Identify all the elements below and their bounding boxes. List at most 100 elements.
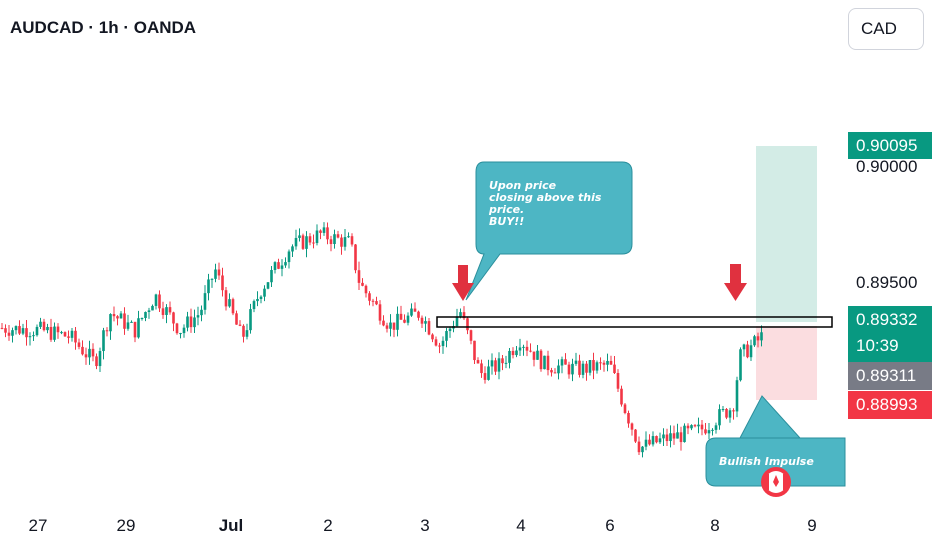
- candle-body: [214, 269, 217, 279]
- candle-body: [728, 410, 732, 418]
- candle-body: [382, 320, 385, 326]
- candle-body: [200, 309, 203, 316]
- candle-body: [98, 351, 102, 367]
- candle-body: [74, 330, 77, 343]
- candle-body: [427, 321, 431, 335]
- candle-body: [301, 235, 305, 249]
- candle-body: [105, 330, 109, 332]
- candle-body: [298, 235, 301, 238]
- candle-body: [91, 348, 95, 357]
- time-tick: 29: [116, 516, 136, 535]
- candle-body: [756, 336, 760, 341]
- candle-body: [627, 413, 630, 424]
- candle-body: [21, 328, 25, 334]
- candle-body: [567, 364, 571, 375]
- candle-body: [693, 425, 697, 427]
- candle-body: [655, 436, 658, 443]
- candle-body: [637, 441, 641, 453]
- candle-body: [690, 425, 693, 429]
- candle-body: [497, 358, 501, 372]
- time-tick: Jul: [218, 516, 244, 535]
- candle-body: [399, 313, 403, 320]
- candle-body: [266, 282, 270, 289]
- candle-body: [189, 316, 193, 328]
- candle-body: [410, 308, 413, 316]
- candle-body: [305, 236, 308, 249]
- candle-body: [322, 227, 326, 233]
- candle-body: [753, 336, 756, 346]
- candle-body: [588, 360, 592, 373]
- candle-body: [112, 314, 116, 317]
- chart-title: AUDCAD · 1h · OANDA: [10, 18, 197, 37]
- currency-button[interactable]: CAD: [848, 8, 924, 50]
- canada-flag-icon: [761, 467, 791, 497]
- candle-body: [109, 314, 112, 332]
- buy-note-line: Upon price: [489, 179, 557, 192]
- candle-body: [406, 315, 410, 323]
- candle-body: [119, 313, 123, 319]
- candle-body: [294, 237, 298, 247]
- candle-body: [280, 265, 284, 269]
- candle-body: [95, 356, 98, 367]
- candle-body: [165, 307, 168, 315]
- candle-body: [378, 304, 382, 321]
- candle-body: [144, 312, 147, 319]
- candle-body: [161, 308, 165, 315]
- candle-body: [357, 270, 361, 283]
- candle-body: [550, 370, 553, 373]
- candle-body: [63, 332, 67, 337]
- candle-body: [672, 433, 676, 439]
- candle-body: [186, 316, 189, 328]
- candle-body: [487, 366, 490, 380]
- candle-body: [662, 434, 665, 439]
- candle-body: [88, 348, 91, 358]
- candle-body: [151, 305, 154, 311]
- candle-body: [137, 318, 140, 338]
- candle-body: [392, 322, 396, 330]
- stop-price-label: 0.88993: [848, 391, 932, 419]
- candle-body: [648, 439, 651, 445]
- candle-body: [326, 227, 329, 240]
- candle-body: [578, 360, 581, 375]
- candle-body: [284, 262, 287, 266]
- candle-body: [308, 236, 312, 243]
- candle-body: [536, 350, 539, 360]
- candle-body: [336, 234, 340, 238]
- candle-body: [634, 429, 637, 442]
- candle-body: [651, 436, 655, 445]
- candle-body: [669, 433, 672, 442]
- candle-body: [371, 300, 375, 302]
- candle-body: [123, 313, 126, 329]
- candle-body: [459, 312, 462, 317]
- candle-body: [511, 350, 515, 356]
- candle-body: [84, 354, 88, 358]
- candle-body: [207, 279, 210, 294]
- candle-body: [315, 230, 319, 244]
- buy-note-line: closing above this: [489, 191, 602, 204]
- candle-body: [476, 360, 480, 364]
- candle-body: [46, 326, 49, 331]
- candle-body: [620, 388, 623, 405]
- candle-body: [49, 326, 53, 340]
- candle-body: [525, 346, 529, 351]
- candle-body: [7, 332, 11, 336]
- candle-body: [263, 288, 266, 297]
- candle-body: [242, 325, 245, 337]
- current-price-value: 0.89332: [856, 310, 918, 329]
- candle-body: [749, 345, 753, 358]
- candle-body: [424, 321, 427, 324]
- candle-body: [77, 342, 81, 347]
- candle-body: [175, 323, 179, 334]
- candle-body: [501, 358, 504, 364]
- candle-body: [158, 294, 161, 309]
- time-tick: 4: [516, 516, 526, 535]
- buy-note-text: Upon price closing above this price. BUY…: [489, 180, 601, 228]
- candle-body: [375, 301, 378, 305]
- candle-body: [585, 363, 588, 373]
- candle-body: [396, 313, 399, 330]
- time-tick: 9: [807, 516, 817, 535]
- candle-body: [431, 334, 434, 340]
- candle-body: [438, 345, 441, 347]
- candle-body: [704, 429, 707, 434]
